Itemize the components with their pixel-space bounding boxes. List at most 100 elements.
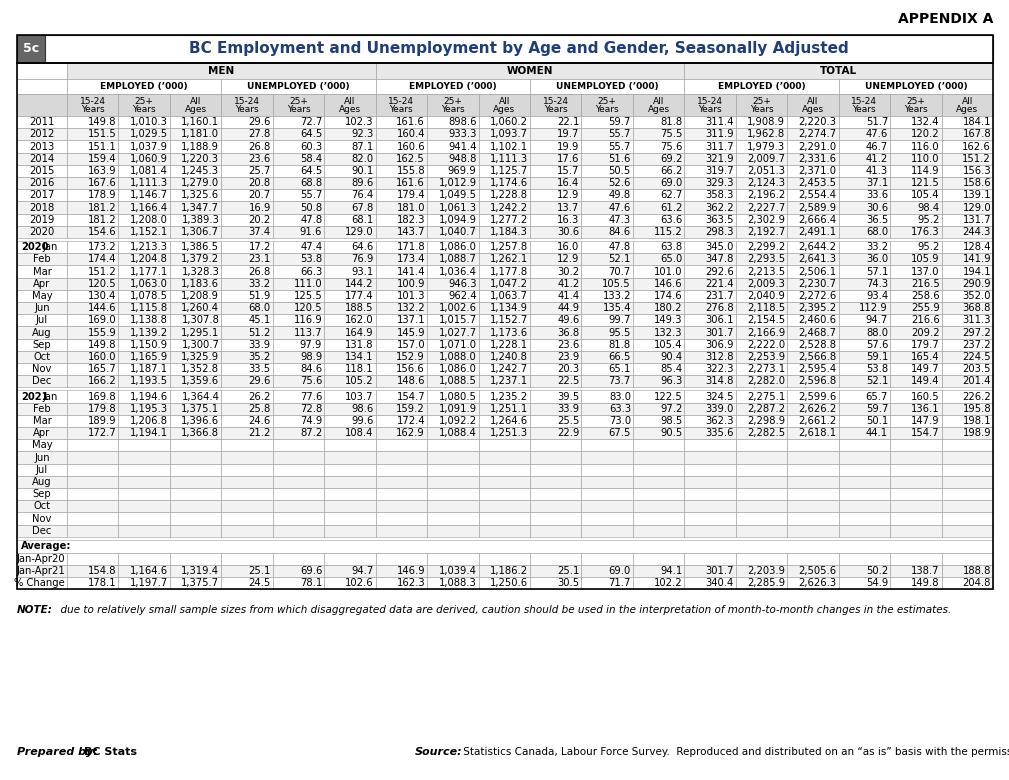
FancyBboxPatch shape	[324, 140, 375, 153]
Text: 147.9: 147.9	[911, 416, 939, 426]
FancyBboxPatch shape	[890, 278, 941, 290]
Text: 306.1: 306.1	[705, 315, 734, 325]
FancyBboxPatch shape	[67, 351, 118, 363]
FancyBboxPatch shape	[941, 214, 993, 225]
FancyBboxPatch shape	[684, 177, 736, 190]
Text: 2,253.9: 2,253.9	[747, 352, 785, 362]
FancyBboxPatch shape	[633, 165, 684, 177]
Text: 216.5: 216.5	[911, 278, 939, 289]
FancyBboxPatch shape	[118, 375, 170, 388]
FancyBboxPatch shape	[67, 577, 118, 590]
FancyBboxPatch shape	[736, 476, 787, 488]
Text: 90.1: 90.1	[351, 166, 373, 176]
FancyBboxPatch shape	[324, 278, 375, 290]
Text: 352.0: 352.0	[963, 291, 991, 301]
Text: 2,154.5: 2,154.5	[747, 315, 785, 325]
Text: 25.7: 25.7	[248, 166, 270, 176]
FancyBboxPatch shape	[17, 302, 67, 314]
Text: Years: Years	[904, 105, 927, 115]
FancyBboxPatch shape	[787, 339, 838, 351]
Text: 1,908.9: 1,908.9	[748, 117, 785, 127]
Text: 164.9: 164.9	[345, 328, 373, 338]
Text: 95.2: 95.2	[917, 242, 939, 252]
FancyBboxPatch shape	[633, 201, 684, 214]
Text: 1,208.9: 1,208.9	[182, 291, 219, 301]
FancyBboxPatch shape	[838, 476, 890, 488]
FancyBboxPatch shape	[67, 391, 118, 402]
FancyBboxPatch shape	[375, 488, 427, 500]
Text: 244.3: 244.3	[963, 227, 991, 237]
FancyBboxPatch shape	[736, 577, 787, 590]
Text: Nov: Nov	[32, 513, 51, 523]
FancyBboxPatch shape	[941, 525, 993, 537]
Text: 77.6: 77.6	[300, 392, 322, 402]
FancyBboxPatch shape	[890, 500, 941, 512]
FancyBboxPatch shape	[67, 375, 118, 388]
FancyBboxPatch shape	[684, 351, 736, 363]
Text: 1,347.7: 1,347.7	[182, 203, 219, 212]
FancyBboxPatch shape	[838, 254, 890, 265]
FancyBboxPatch shape	[170, 391, 221, 402]
Text: 298.3: 298.3	[705, 227, 734, 237]
FancyBboxPatch shape	[170, 265, 221, 278]
FancyBboxPatch shape	[581, 351, 633, 363]
Text: Sep: Sep	[32, 340, 51, 349]
FancyBboxPatch shape	[787, 225, 838, 238]
Text: Jun: Jun	[34, 452, 49, 463]
FancyBboxPatch shape	[530, 439, 581, 452]
Text: 177.4: 177.4	[345, 291, 373, 301]
FancyBboxPatch shape	[581, 153, 633, 165]
Text: 85.4: 85.4	[660, 364, 682, 374]
FancyBboxPatch shape	[221, 463, 272, 476]
Text: 172.4: 172.4	[397, 416, 425, 426]
FancyBboxPatch shape	[17, 577, 67, 590]
FancyBboxPatch shape	[530, 565, 581, 577]
Text: 1,386.5: 1,386.5	[182, 242, 219, 252]
FancyBboxPatch shape	[530, 391, 581, 402]
FancyBboxPatch shape	[581, 290, 633, 302]
Text: 53.8: 53.8	[300, 254, 322, 264]
Text: May: May	[31, 440, 52, 450]
FancyBboxPatch shape	[633, 128, 684, 140]
FancyBboxPatch shape	[17, 488, 67, 500]
FancyBboxPatch shape	[787, 553, 838, 565]
FancyBboxPatch shape	[324, 439, 375, 452]
FancyBboxPatch shape	[478, 116, 530, 128]
FancyBboxPatch shape	[170, 177, 221, 190]
FancyBboxPatch shape	[272, 512, 324, 525]
FancyBboxPatch shape	[221, 214, 272, 225]
Text: 362.3: 362.3	[705, 416, 734, 426]
FancyBboxPatch shape	[684, 500, 736, 512]
FancyBboxPatch shape	[838, 339, 890, 351]
Text: Apr: Apr	[33, 428, 50, 438]
Text: 66.3: 66.3	[300, 267, 322, 276]
Text: 99.7: 99.7	[608, 315, 631, 325]
FancyBboxPatch shape	[67, 302, 118, 314]
Text: 2,298.9: 2,298.9	[747, 416, 785, 426]
FancyBboxPatch shape	[478, 241, 530, 254]
Text: 115.2: 115.2	[654, 227, 682, 237]
FancyBboxPatch shape	[890, 577, 941, 590]
Text: 151.2: 151.2	[88, 267, 116, 276]
FancyBboxPatch shape	[581, 577, 633, 590]
FancyBboxPatch shape	[375, 427, 427, 439]
Text: 237.2: 237.2	[963, 340, 991, 349]
Text: UNEMPLOYED (’000): UNEMPLOYED (’000)	[247, 82, 350, 91]
Text: 55.7: 55.7	[300, 190, 322, 200]
Text: 161.6: 161.6	[397, 178, 425, 188]
FancyBboxPatch shape	[581, 476, 633, 488]
Text: 2,040.9: 2,040.9	[748, 291, 785, 301]
Text: 155.9: 155.9	[88, 328, 116, 338]
Text: 151.1: 151.1	[88, 141, 116, 151]
FancyBboxPatch shape	[17, 553, 67, 565]
Text: 54.9: 54.9	[866, 578, 888, 588]
Text: 172.7: 172.7	[88, 428, 116, 438]
Text: 160.0: 160.0	[88, 352, 116, 362]
FancyBboxPatch shape	[530, 116, 581, 128]
Text: 2,273.1: 2,273.1	[747, 364, 785, 374]
Text: 25+: 25+	[597, 97, 616, 106]
FancyBboxPatch shape	[838, 265, 890, 278]
FancyBboxPatch shape	[17, 79, 67, 94]
FancyBboxPatch shape	[684, 94, 736, 116]
FancyBboxPatch shape	[941, 314, 993, 326]
